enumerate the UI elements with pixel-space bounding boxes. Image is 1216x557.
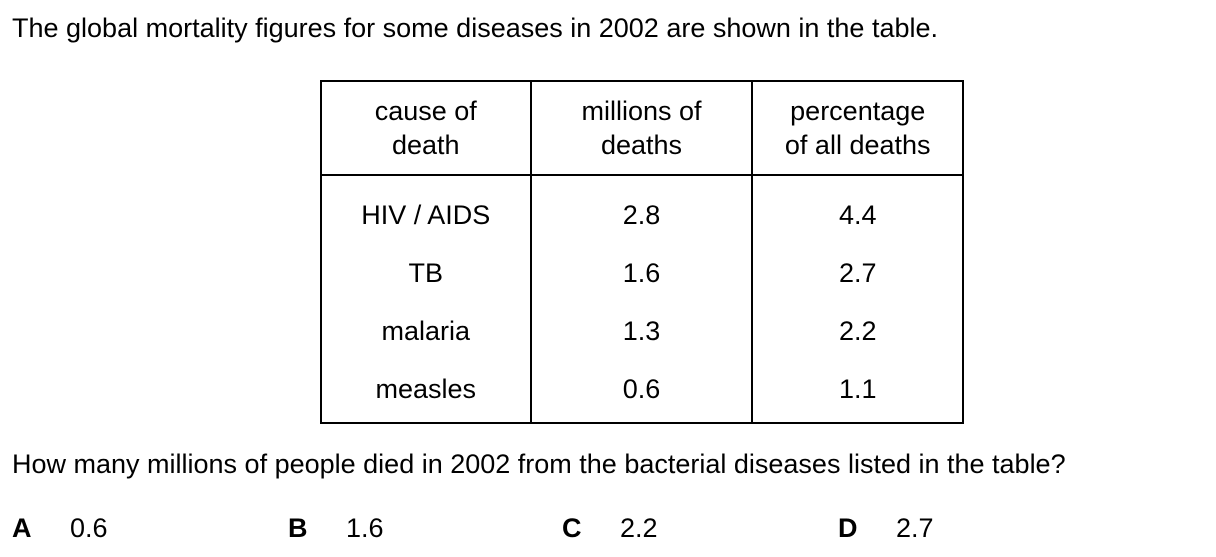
- cell-millions: 2.8: [529, 175, 754, 244]
- cell-percentage: 2.2: [751, 302, 964, 360]
- table-row: measles 0.6 1.1: [320, 360, 964, 423]
- header-line: deaths: [600, 130, 683, 160]
- cell-percentage: 2.7: [751, 244, 964, 302]
- cell-cause: malaria: [320, 302, 532, 360]
- option-letter: B: [288, 513, 308, 543]
- option-value: 0.6: [70, 513, 108, 543]
- table-header-row: cause of death millions of deaths percen…: [320, 80, 964, 176]
- option-value: 2.2: [620, 513, 658, 543]
- cell-cause: measles: [320, 360, 532, 423]
- cell-percentage: 1.1: [751, 360, 964, 423]
- header-line: of all deaths: [784, 130, 931, 160]
- table-row: TB 1.6 2.7: [320, 244, 964, 302]
- table-row: HIV / AIDS 2.8 4.4: [320, 175, 964, 244]
- question-text: How many millions of people died in 2002…: [12, 449, 1066, 479]
- mortality-table: cause of death millions of deaths percen…: [320, 80, 964, 424]
- cell-percentage: 4.4: [751, 175, 964, 244]
- option-value: 2.7: [896, 513, 934, 543]
- option-value: 1.6: [346, 513, 384, 543]
- header-millions-of-deaths: millions of deaths: [529, 80, 754, 176]
- header-line: cause of: [374, 96, 477, 126]
- table-row: malaria 1.3 2.2: [320, 302, 964, 360]
- header-percentage-of-all-deaths: percentage of all deaths: [751, 80, 964, 176]
- header-cause-of-death: cause of death: [320, 80, 532, 176]
- cell-cause: HIV / AIDS: [320, 175, 532, 244]
- header-line: millions of: [581, 96, 702, 126]
- option-letter: A: [12, 513, 32, 543]
- option-letter: D: [838, 513, 858, 543]
- cell-cause: TB: [320, 244, 532, 302]
- option-letter: C: [562, 513, 582, 543]
- header-line: percentage: [790, 96, 926, 126]
- cell-millions: 0.6: [529, 360, 754, 423]
- cell-millions: 1.3: [529, 302, 754, 360]
- intro-text: The global mortality figures for some di…: [12, 13, 939, 43]
- option-b[interactable]: B 1.6: [288, 512, 384, 544]
- cell-millions: 1.6: [529, 244, 754, 302]
- option-d[interactable]: D 2.7: [838, 512, 934, 544]
- option-c[interactable]: C 2.2: [562, 512, 658, 544]
- option-a[interactable]: A 0.6: [12, 512, 108, 544]
- answer-options: A 0.6 B 1.6 C 2.2 D 2.7: [0, 512, 1216, 548]
- header-line: death: [391, 130, 460, 160]
